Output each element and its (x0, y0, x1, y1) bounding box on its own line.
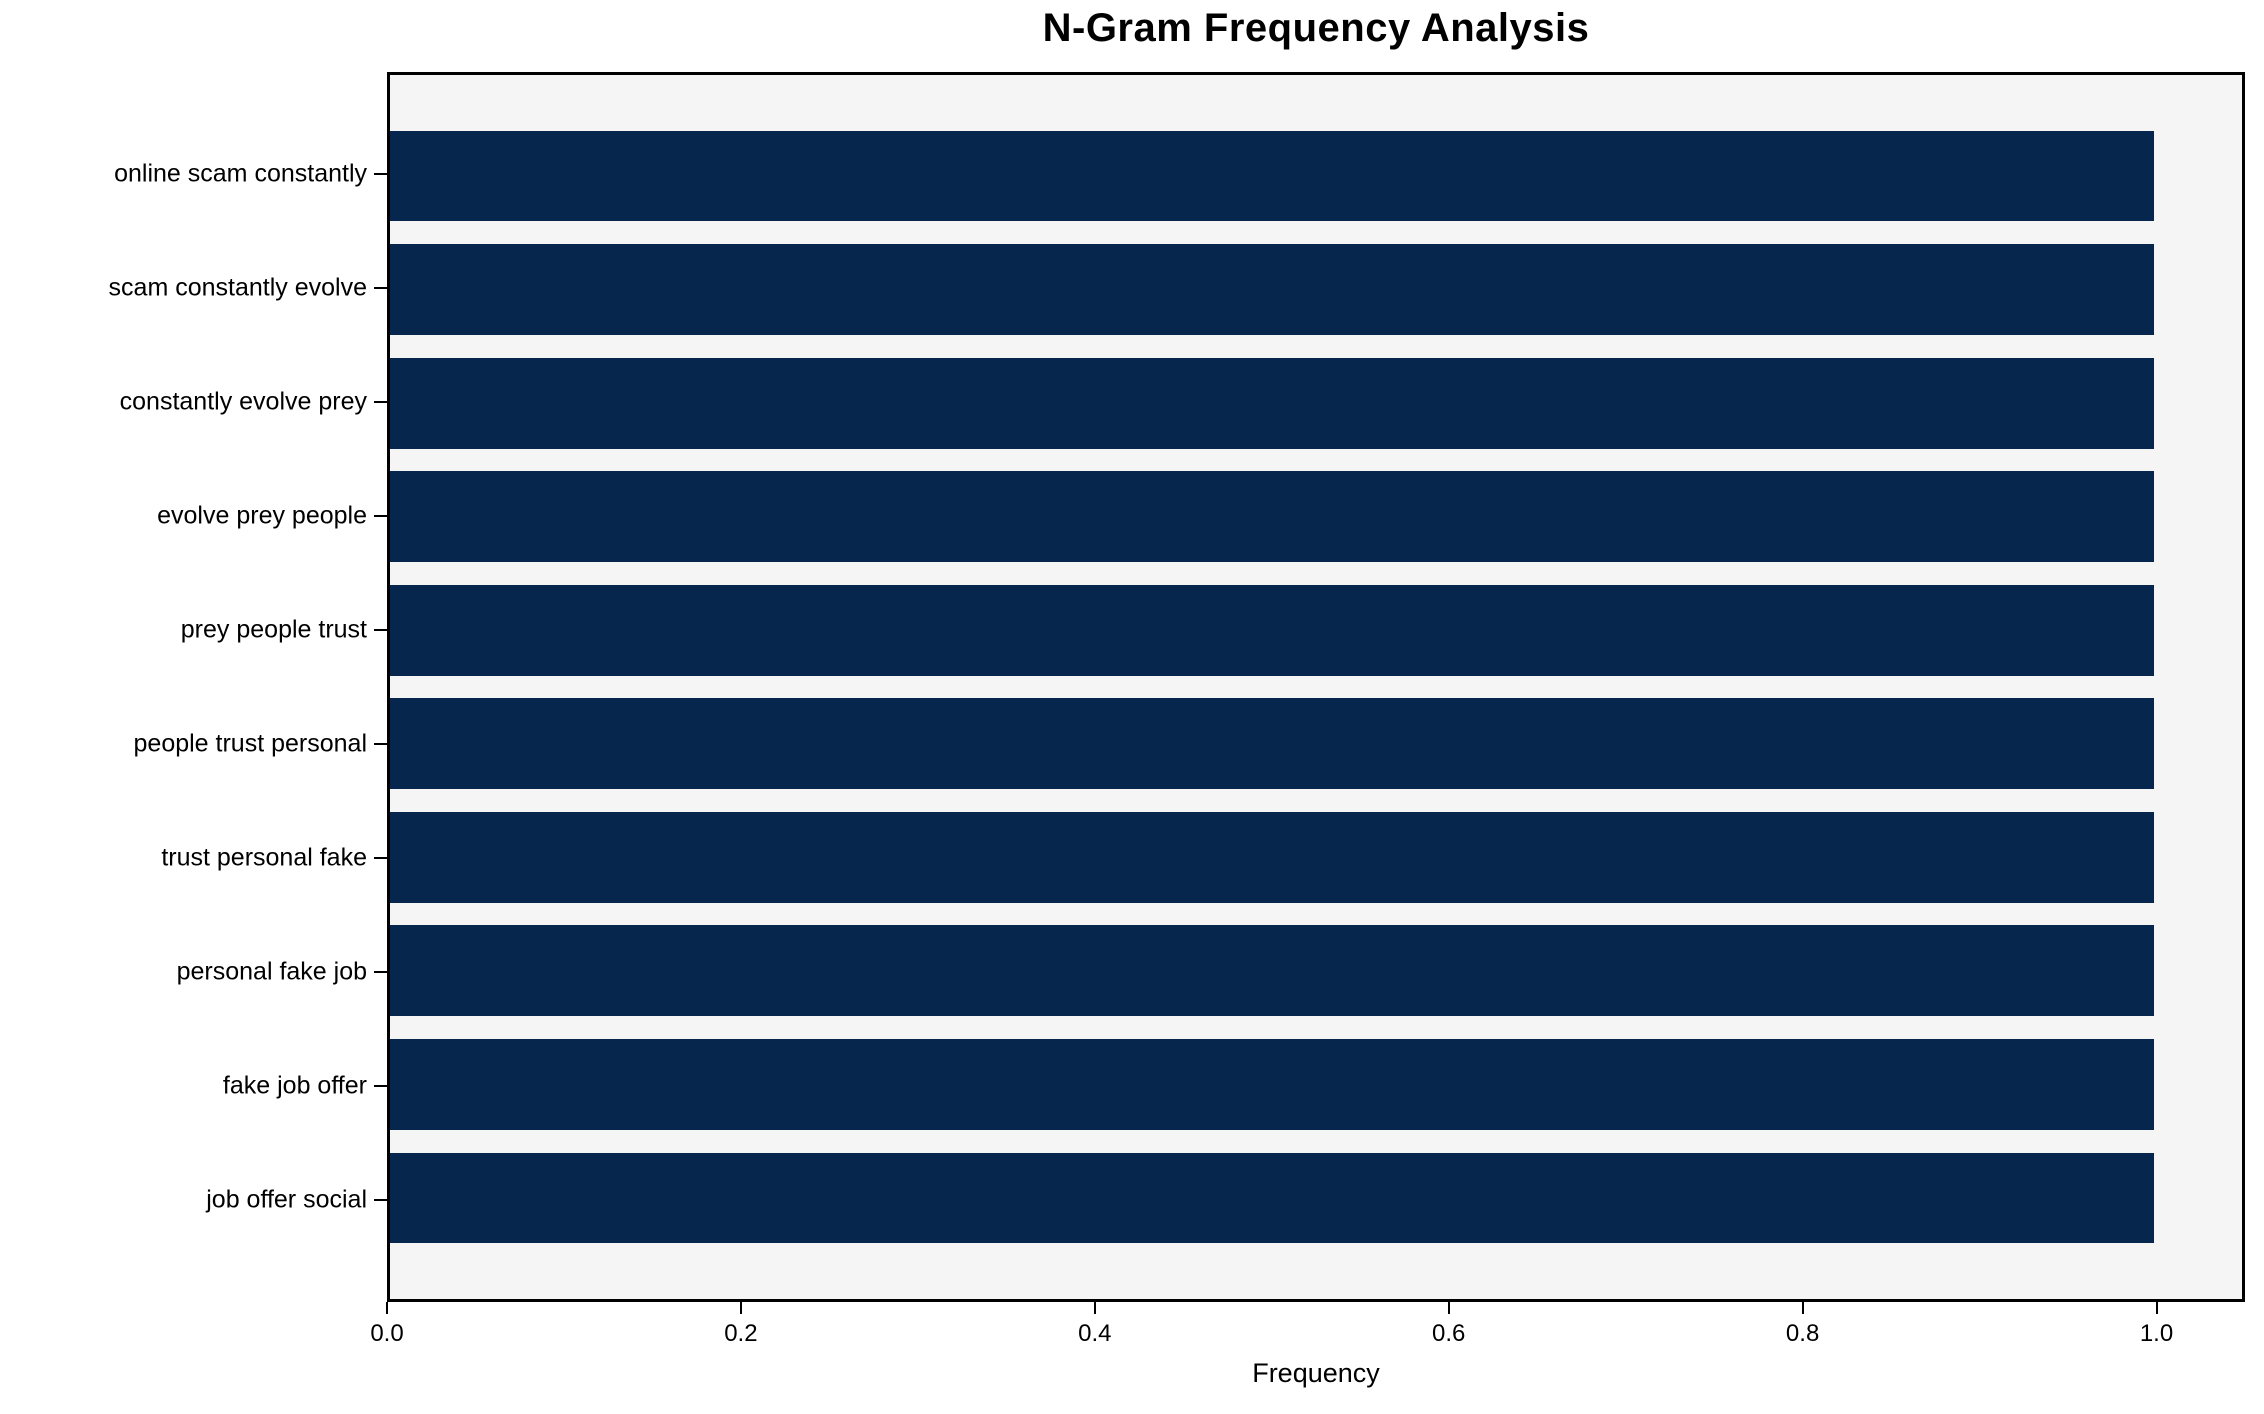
x-tick-mark (386, 1302, 388, 1314)
x-tick-label: 0.0 (370, 1320, 404, 1347)
y-tick-label: trust personal fake (161, 843, 367, 872)
bar (390, 698, 2154, 790)
chart-title: N-Gram Frequency Analysis (1042, 6, 1590, 50)
y-tick-mark (374, 514, 387, 517)
y-tick-mark (374, 1085, 387, 1088)
bar (390, 811, 2154, 903)
y-tick-label: fake job offer (222, 1071, 367, 1100)
bar (390, 471, 2154, 563)
y-tick-label: constantly evolve prey (119, 387, 367, 416)
x-tick-label: 0.8 (1785, 1320, 1820, 1347)
x-axis-label: Frequency (1252, 1358, 1380, 1388)
x-tick-label: 0.6 (1432, 1320, 1466, 1347)
bar (390, 1038, 2154, 1130)
y-tick-mark (374, 172, 387, 175)
bar (390, 244, 2154, 335)
x-tick-mark (1447, 1302, 1450, 1314)
y-tick-mark (374, 1199, 387, 1202)
y-tick-mark (374, 971, 387, 974)
bar (390, 925, 2154, 1017)
y-tick-mark (374, 743, 387, 746)
bar (390, 130, 2154, 222)
plot-area (387, 72, 2245, 1302)
x-tick-label: 1.0 (2139, 1320, 2174, 1347)
bar (390, 357, 2154, 449)
x-tick-label: 0.4 (1078, 1320, 1112, 1347)
y-tick-label: prey people trust (180, 615, 367, 644)
y-tick-label: people trust personal (133, 729, 367, 758)
y-tick-label: online scam constantly (114, 159, 367, 188)
x-tick-mark (1093, 1302, 1096, 1314)
y-tick-label: scam constantly evolve (108, 273, 367, 302)
y-tick-mark (374, 286, 387, 289)
y-tick-mark (374, 400, 387, 403)
x-tick-mark (2155, 1302, 2158, 1314)
y-tick-label: evolve prey people (157, 501, 367, 530)
y-tick-label: personal fake job (176, 957, 367, 986)
x-tick-mark (1801, 1302, 1804, 1314)
bar (390, 1152, 2154, 1244)
y-tick-mark (374, 628, 387, 631)
x-tick-label: 0.2 (724, 1320, 758, 1347)
x-tick-mark (739, 1302, 742, 1314)
y-tick-mark (374, 857, 387, 860)
bar (390, 584, 2154, 676)
y-tick-label: job offer social (206, 1185, 367, 1214)
